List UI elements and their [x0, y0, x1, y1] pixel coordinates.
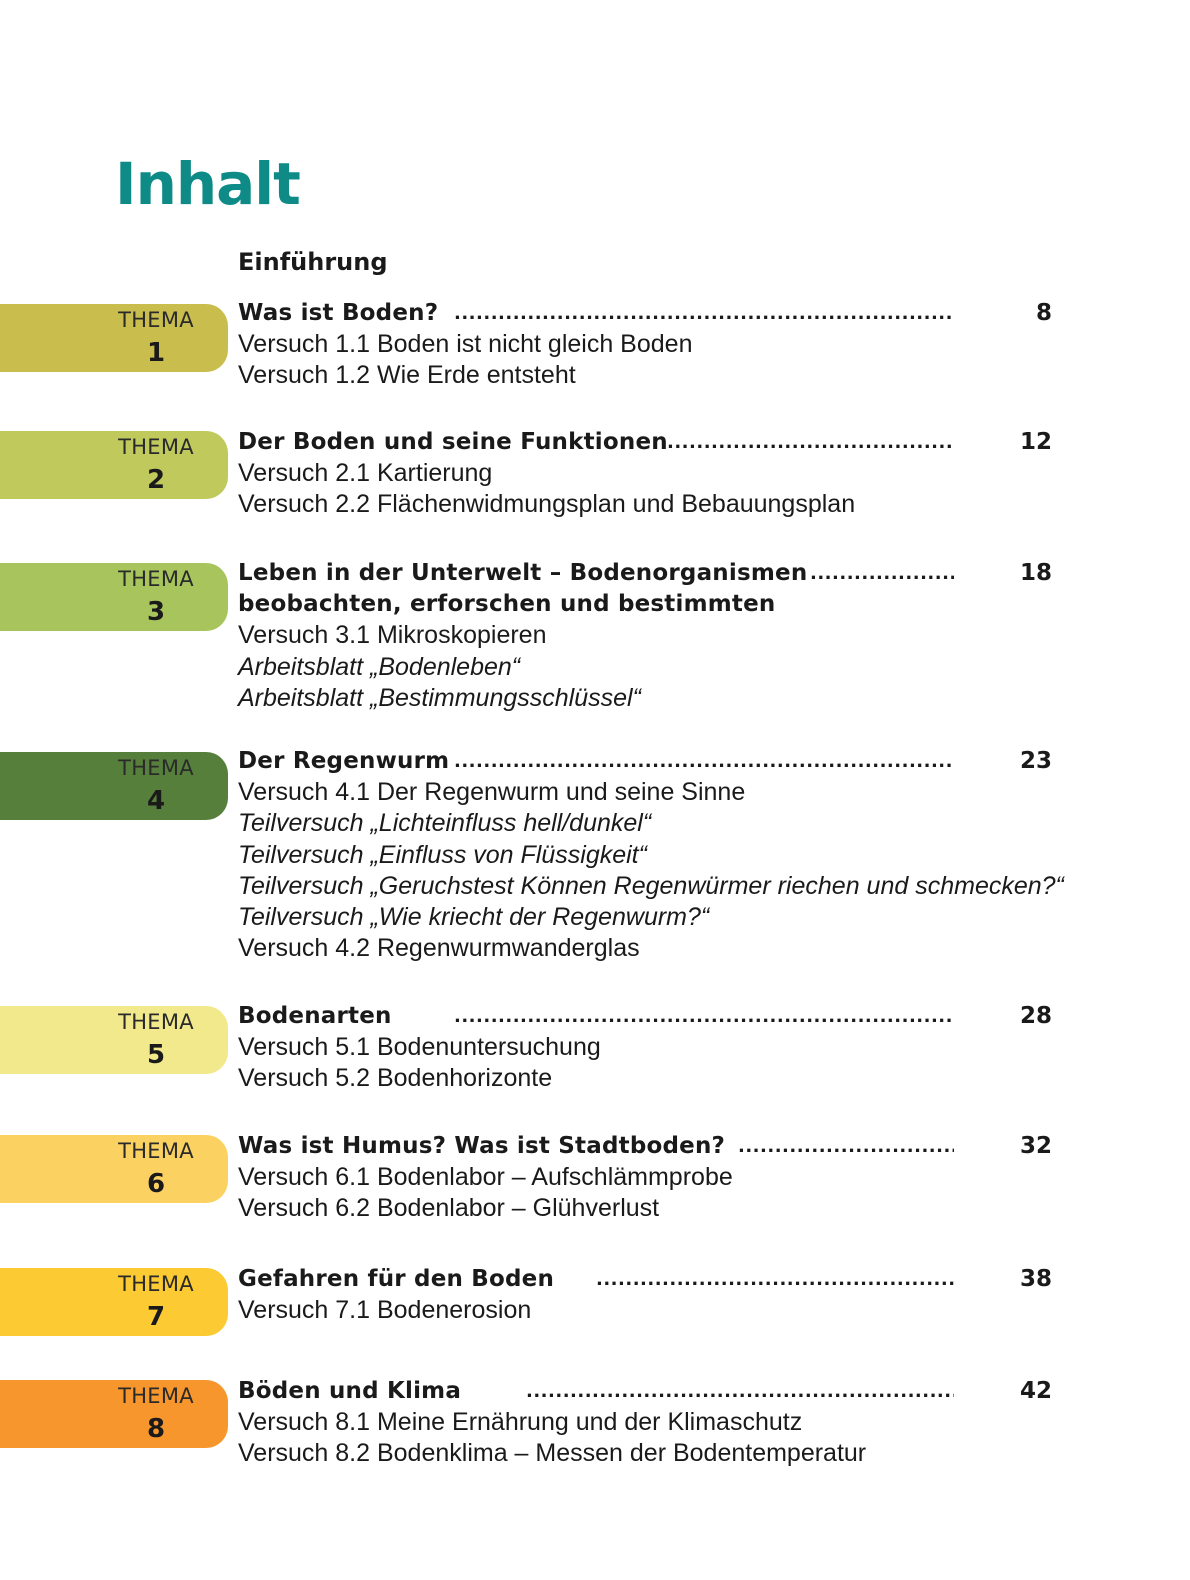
thema-tab-number: 5 [146, 1040, 166, 1070]
thema-tab-8[interactable]: THEMA 8 [0, 1380, 228, 1448]
thema-tab-6[interactable]: THEMA 6 [0, 1135, 228, 1203]
thema-tab-number: 7 [146, 1302, 166, 1332]
thema-heading[interactable]: Der Regenwurm [238, 748, 450, 774]
thema-tab-3[interactable]: THEMA 3 [0, 563, 228, 631]
thema-tab-label: THEMA [118, 1272, 194, 1296]
experiment-entry[interactable]: Versuch 4.1 Der Regenwurm und seine Sinn… [238, 778, 746, 807]
thema-tab-label: THEMA [118, 308, 194, 332]
page-number[interactable]: 32 [1019, 1133, 1052, 1159]
experiment-entry[interactable]: Versuch 1.2 Wie Erde entsteht [238, 361, 576, 390]
thema-heading[interactable]: Böden und Klima [238, 1378, 462, 1404]
page-title: Inhalt [115, 150, 301, 218]
dot-leader: ........................................… [810, 563, 954, 584]
experiment-entry[interactable]: Versuch 7.1 Bodenerosion [238, 1296, 532, 1325]
dot-leader: ........................................… [526, 1381, 954, 1402]
page-number[interactable]: 38 [1019, 1266, 1052, 1292]
thema-tab-label: THEMA [118, 435, 194, 459]
thema-heading[interactable]: Leben in der Unterwelt – Bodenorganismen [238, 560, 808, 586]
worksheet-entry[interactable]: Teilversuch „Lichteinfluss hell/dunkel“ [238, 809, 652, 838]
thema-tab-2[interactable]: THEMA 2 [0, 431, 228, 499]
worksheet-entry[interactable]: Arbeitsblatt „Bestimmungsschlüssel“ [238, 683, 641, 712]
experiment-entry[interactable]: Versuch 5.1 Bodenuntersuchung [238, 1033, 601, 1062]
worksheet-entry[interactable]: Teilversuch „Geruchstest Können Regenwür… [238, 871, 1064, 900]
thema-heading[interactable]: Der Boden und seine Funktionen [238, 429, 668, 455]
thema-heading[interactable]: Was ist Humus? Was ist Stadtboden? [238, 1133, 726, 1159]
thema-tab-label: THEMA [118, 567, 194, 591]
page-number[interactable]: 12 [1019, 429, 1052, 455]
thema-heading[interactable]: Gefahren für den Boden [238, 1266, 555, 1292]
thema-tab-number: 6 [146, 1169, 166, 1199]
thema-tab-number: 1 [146, 338, 166, 368]
dot-leader: ........................................… [596, 1269, 954, 1290]
experiment-entry[interactable]: Versuch 8.1 Meine Ernährung und der Klim… [238, 1408, 803, 1437]
thema-heading[interactable]: Bodenarten [238, 1003, 392, 1029]
page-number[interactable]: 8 [1035, 300, 1052, 326]
experiment-entry[interactable]: Versuch 8.2 Bodenklima – Messen der Bode… [238, 1439, 867, 1468]
thema-tab-4[interactable]: THEMA 4 [0, 752, 228, 820]
dot-leader: ........................................… [738, 1136, 954, 1157]
page-number[interactable]: 28 [1019, 1003, 1052, 1029]
experiment-entry[interactable]: Versuch 2.2 Flächenwidmungsplan und Beba… [238, 490, 856, 519]
experiment-entry[interactable]: Versuch 4.2 Regenwurmwanderglas [238, 934, 640, 963]
page-number[interactable]: 18 [1019, 560, 1052, 586]
thema-heading[interactable]: beobachten, erforschen und bestimmten [238, 591, 776, 618]
thema-tab-1[interactable]: THEMA 1 [0, 304, 228, 372]
thema-tab-label: THEMA [118, 1010, 194, 1034]
experiment-entry[interactable]: Versuch 6.1 Bodenlabor – Aufschlämmprobe [238, 1163, 733, 1192]
thema-tab-number: 2 [146, 465, 166, 495]
thema-tab-number: 4 [146, 786, 166, 816]
thema-tab-7[interactable]: THEMA 7 [0, 1268, 228, 1336]
worksheet-entry[interactable]: Teilversuch „Einfluss von Flüssigkeit“ [238, 840, 647, 869]
experiment-entry[interactable]: Versuch 1.1 Boden ist nicht gleich Boden [238, 330, 693, 359]
worksheet-entry[interactable]: Teilversuch „Wie kriecht der Regenwurm?“ [238, 903, 710, 931]
thema-tab-label: THEMA [118, 756, 194, 780]
experiment-entry[interactable]: Versuch 6.2 Bodenlabor – Glühverlust [238, 1194, 660, 1223]
page-number[interactable]: 42 [1019, 1378, 1052, 1404]
dot-leader: ........................................… [454, 751, 954, 772]
dot-leader: ........................................… [454, 1006, 954, 1027]
thema-tab-label: THEMA [118, 1139, 194, 1163]
thema-tab-5[interactable]: THEMA 5 [0, 1006, 228, 1074]
intro-heading[interactable]: Einführung [238, 248, 388, 276]
worksheet-entry[interactable]: Arbeitsblatt „Bodenleben“ [238, 652, 521, 681]
experiment-entry[interactable]: Versuch 2.1 Kartierung [238, 459, 493, 488]
experiment-entry[interactable]: Versuch 3.1 Mikroskopieren [238, 621, 547, 650]
dot-leader: ........................................… [454, 303, 954, 324]
thema-heading[interactable]: Was ist Boden? [238, 300, 439, 326]
thema-tab-number: 3 [146, 597, 166, 627]
thema-tab-label: THEMA [118, 1384, 194, 1408]
dot-leader: ........................................… [667, 432, 954, 453]
thema-tab-number: 8 [146, 1414, 166, 1444]
experiment-entry[interactable]: Versuch 5.2 Bodenhorizonte [238, 1064, 553, 1093]
page-number[interactable]: 23 [1019, 748, 1052, 774]
